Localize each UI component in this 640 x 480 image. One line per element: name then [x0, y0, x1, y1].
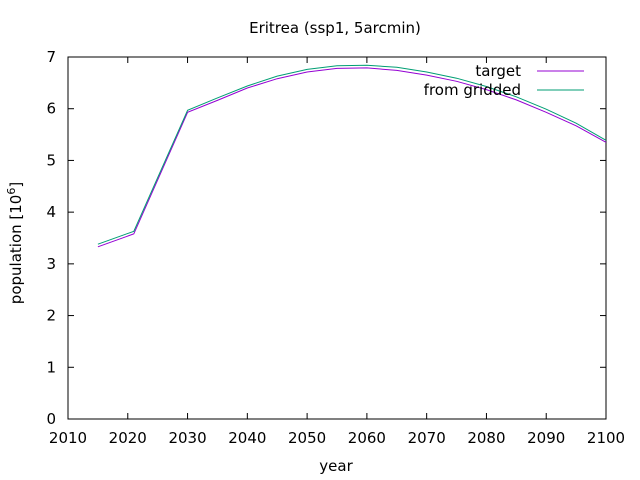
x-axis-ticks: 2010 2020 2030 2040 2050 2060 2070 2080 2090 2100	[49, 57, 625, 447]
x-tick-label: 2010	[49, 429, 87, 447]
x-tick-label: 2030	[168, 429, 206, 447]
series-lines	[97, 64, 607, 248]
x-tick-label: 2060	[348, 429, 386, 447]
plot-axes	[67, 56, 607, 420]
y-tick-label: 7	[46, 48, 56, 66]
series-line-0	[97, 67, 607, 248]
series-line-1	[97, 64, 607, 245]
x-tick-label: 2020	[109, 429, 147, 447]
x-tick-label: 2070	[408, 429, 446, 447]
y-axis-label: population [106]	[5, 182, 25, 304]
y-tick-label: 5	[46, 151, 56, 169]
y-tick-label: 6	[46, 100, 56, 118]
legend-label: from gridded	[424, 81, 521, 99]
x-tick-label: 2050	[288, 429, 326, 447]
legend-label: target	[475, 62, 521, 80]
y-axis-ticks: 0 1 2 3 4 5 6 7	[46, 48, 606, 428]
x-axis-label: year	[319, 457, 353, 475]
y-tick-label: 4	[46, 203, 56, 221]
x-tick-label: 2080	[467, 429, 505, 447]
x-tick-label: 2090	[527, 429, 565, 447]
x-tick-label: 2100	[587, 429, 625, 447]
plot-frame	[67, 56, 607, 420]
y-tick-label: 2	[46, 307, 56, 325]
y-tick-label: 3	[46, 255, 56, 273]
chart-title: Eritrea (ssp1, 5arcmin)	[249, 19, 421, 37]
y-tick-label: 1	[46, 358, 56, 376]
x-tick-label: 2040	[228, 429, 266, 447]
y-tick-label: 0	[46, 410, 56, 428]
